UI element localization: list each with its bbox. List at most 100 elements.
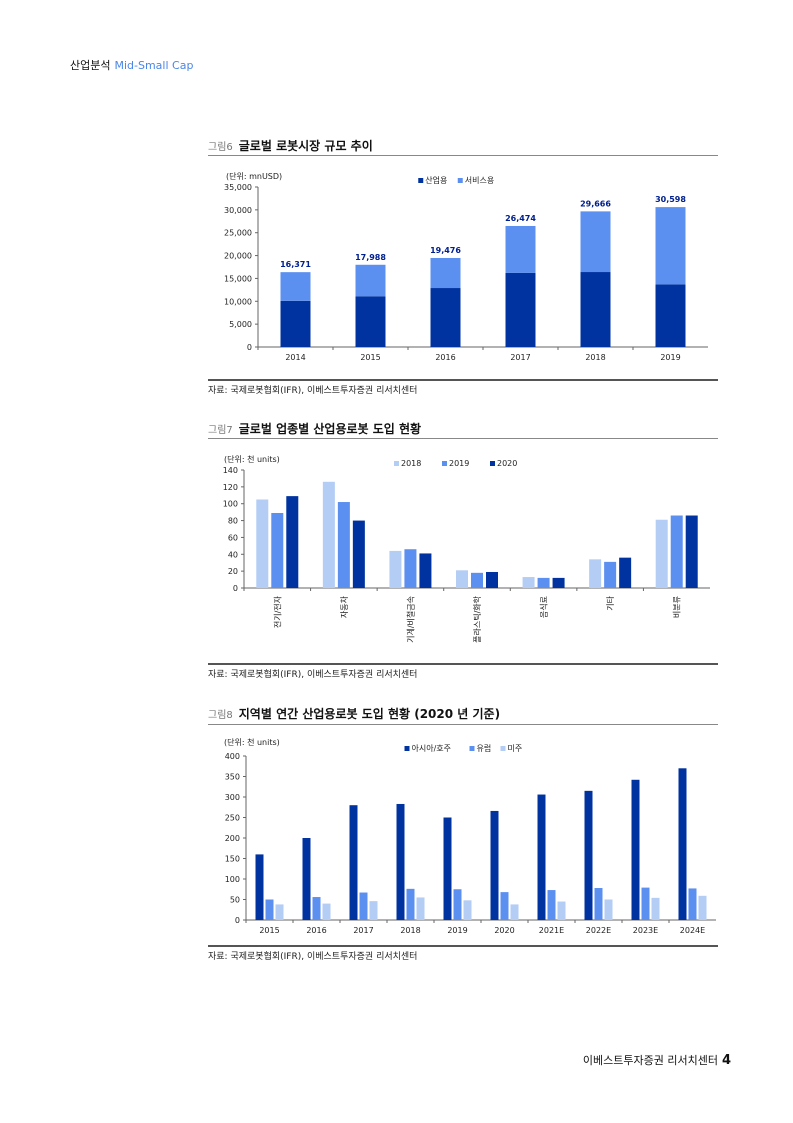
bar-service bbox=[355, 264, 386, 297]
figure-8-bottom-rule bbox=[208, 945, 718, 947]
legend-label: 서비스용 bbox=[465, 176, 494, 185]
unit-label: (단위: 천 units) bbox=[224, 737, 280, 747]
bar-아시아/호주 bbox=[443, 817, 452, 920]
bar-미주 bbox=[463, 900, 472, 920]
figure-6-top-rule bbox=[208, 155, 718, 156]
y-tick-label: 300 bbox=[225, 793, 240, 802]
x-tick-label: 2016 bbox=[435, 353, 455, 362]
bar-유럽 bbox=[359, 892, 368, 920]
x-tick-label: 2018 bbox=[585, 353, 605, 362]
bar-2019 bbox=[404, 549, 417, 588]
bar-아시아/호주 bbox=[302, 838, 311, 920]
y-tick-label: 0 bbox=[233, 584, 238, 593]
bar-2018 bbox=[322, 481, 335, 588]
data-label: 29,666 bbox=[580, 199, 611, 208]
x-tick-label: 2017 bbox=[353, 926, 373, 935]
y-tick-label: 80 bbox=[228, 517, 238, 526]
data-label: 30,598 bbox=[655, 195, 686, 204]
bar-service bbox=[280, 272, 311, 301]
bar-미주 bbox=[275, 904, 284, 920]
legend-swatch bbox=[394, 461, 399, 466]
page-header: 산업분석 Mid-Small Cap bbox=[70, 57, 193, 73]
bar-service bbox=[655, 207, 686, 285]
bar-service bbox=[505, 225, 536, 273]
bar-아시아/호주 bbox=[396, 803, 405, 920]
bar-2020 bbox=[552, 577, 565, 588]
bar-service bbox=[430, 257, 461, 289]
bar-미주 bbox=[369, 901, 378, 920]
bar-아시아/호주 bbox=[490, 810, 499, 920]
bar-industrial bbox=[430, 288, 461, 347]
legend-swatch bbox=[500, 746, 506, 751]
bar-2019 bbox=[271, 512, 284, 588]
x-tick-label: 2020 bbox=[494, 926, 514, 935]
legend-label: 아시아/호주 bbox=[412, 743, 452, 753]
bar-아시아/호주 bbox=[255, 854, 264, 920]
y-tick-label: 30,000 bbox=[224, 206, 252, 215]
bar-industrial bbox=[580, 272, 611, 347]
bar-유럽 bbox=[265, 899, 274, 920]
bar-2018 bbox=[522, 577, 535, 588]
y-tick-label: 100 bbox=[223, 500, 238, 509]
x-tick-label: 2014 bbox=[285, 353, 305, 362]
legend-label: 2018 bbox=[401, 459, 421, 468]
x-tick-label: 기계/비철금속 bbox=[405, 596, 415, 643]
figure-number: 그림6 bbox=[208, 142, 233, 153]
bar-2020 bbox=[286, 496, 299, 588]
bar-industrial bbox=[505, 272, 536, 347]
bar-유럽 bbox=[500, 892, 509, 920]
bar-2020 bbox=[419, 553, 432, 588]
bar-2020 bbox=[619, 557, 632, 588]
legend-label: 2019 bbox=[449, 459, 469, 468]
x-tick-label: 2017 bbox=[510, 353, 530, 362]
header-subsection: Mid-Small Cap bbox=[114, 59, 194, 72]
legend-swatch bbox=[457, 178, 463, 183]
x-tick-label: 비분류 bbox=[673, 596, 682, 618]
bar-industrial bbox=[355, 296, 386, 347]
legend-swatch bbox=[418, 178, 424, 183]
x-tick-label: 2016 bbox=[306, 926, 326, 935]
y-tick-label: 150 bbox=[225, 855, 240, 864]
figure-6-bottom-rule bbox=[208, 379, 718, 381]
y-tick-label: 400 bbox=[225, 752, 240, 761]
page-number: 4 bbox=[721, 1053, 731, 1068]
bar-유럽 bbox=[641, 887, 650, 920]
figure-8-title: 그림8 지역별 연간 산업용로봇 도입 현황 (2020 년 기준) bbox=[208, 705, 500, 722]
x-tick-label: 2015 bbox=[259, 926, 279, 935]
figure-8-source: 자료: 국제로봇협회(IFR), 이베스트투자증권 리서치센터 bbox=[208, 952, 418, 962]
x-tick-label: 자동차 bbox=[340, 595, 349, 618]
bar-2019 bbox=[537, 577, 550, 588]
figure-title-text: 지역별 연간 산업용로봇 도입 현황 (2020 년 기준) bbox=[238, 707, 501, 721]
x-tick-label: 2022E bbox=[586, 926, 611, 935]
bar-유럽 bbox=[594, 888, 603, 920]
x-tick-label: 플라스틱/화학 bbox=[472, 595, 482, 642]
bar-유럽 bbox=[406, 888, 415, 920]
y-tick-label: 250 bbox=[225, 814, 240, 823]
bar-미주 bbox=[557, 901, 566, 920]
y-tick-label: 35,000 bbox=[224, 183, 252, 192]
bar-industrial bbox=[280, 300, 311, 347]
y-tick-label: 50 bbox=[230, 896, 240, 905]
y-tick-label: 5,000 bbox=[229, 320, 252, 329]
footer-text: 이베스트투자증권 리서치센터 bbox=[582, 1054, 718, 1067]
x-tick-label: 기타 bbox=[606, 595, 615, 610]
x-tick-label: 음식료 bbox=[540, 596, 549, 618]
figure-7-bottom-rule bbox=[208, 663, 718, 665]
data-label: 26,474 bbox=[505, 214, 536, 223]
bar-미주 bbox=[604, 899, 613, 920]
y-tick-label: 100 bbox=[225, 875, 240, 884]
x-tick-label: 2019 bbox=[447, 926, 467, 935]
y-tick-label: 20,000 bbox=[224, 252, 252, 261]
data-label: 16,371 bbox=[280, 260, 311, 269]
data-label: 19,476 bbox=[430, 246, 461, 255]
y-tick-label: 350 bbox=[225, 773, 240, 782]
figure-8-top-rule bbox=[208, 724, 718, 725]
bar-2019 bbox=[337, 502, 350, 588]
legend-label: 2020 bbox=[497, 459, 517, 468]
legend-label: 미주 bbox=[508, 744, 523, 753]
figure-7-top-rule bbox=[208, 438, 718, 439]
legend-swatch bbox=[442, 461, 447, 466]
bar-2019 bbox=[471, 572, 483, 588]
legend-label: 산업용 bbox=[425, 175, 447, 185]
